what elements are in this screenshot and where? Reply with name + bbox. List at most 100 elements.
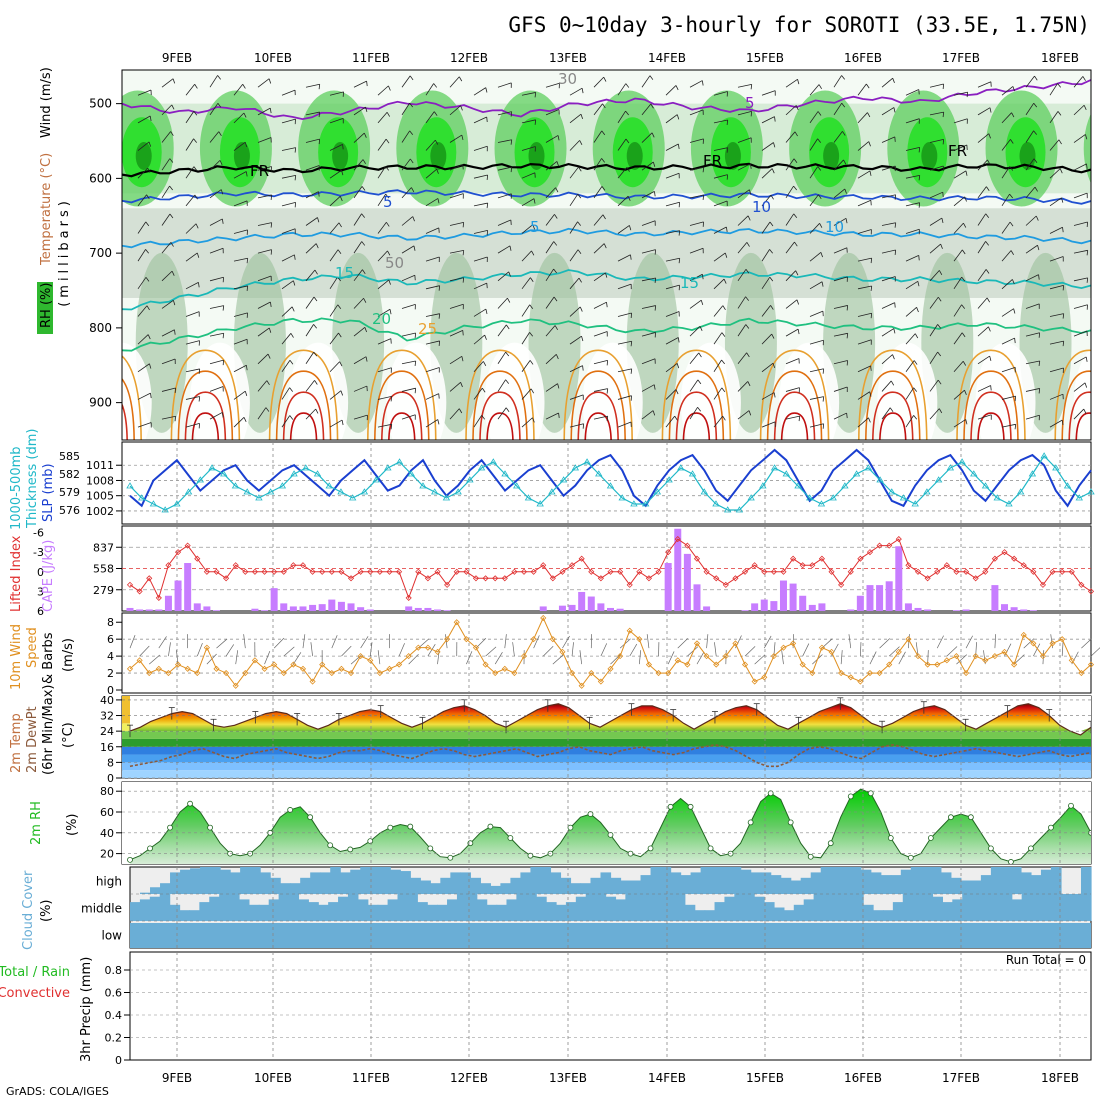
wind-barb [737, 215, 749, 226]
wind-speed-marker [155, 665, 162, 672]
cloud-cell [930, 867, 942, 894]
wind-speed-marker [866, 669, 874, 677]
wind-barb [305, 351, 315, 364]
wind-barb-flag [938, 408, 943, 414]
precip-tick-label: 0.8 [105, 964, 123, 977]
wind-barb [617, 83, 627, 96]
wind-barb [641, 75, 651, 88]
wind-barb [233, 417, 245, 428]
wind-barb-flag [338, 222, 342, 228]
wind-barb [257, 78, 270, 88]
wind-barb-flag [245, 365, 248, 371]
wind10m-barbs [129, 634, 1100, 665]
thickness-tick-label: 582 [59, 468, 80, 481]
wind-barb [713, 226, 727, 234]
wind-barb [593, 243, 605, 254]
wind-barb [449, 105, 461, 116]
cape-bar [558, 605, 566, 611]
wind-barb [977, 297, 988, 309]
surface-wind-barb [494, 651, 503, 665]
wind-barb [737, 324, 747, 337]
li-marker [665, 549, 672, 556]
wind-barb-flag [532, 417, 535, 423]
wind-barb-flag [674, 415, 678, 421]
cape-bar [587, 596, 595, 611]
wind-barb-flag [505, 379, 510, 384]
wind-barb [665, 114, 678, 124]
wind-barb-flag [1038, 274, 1040, 280]
wind-barb [857, 257, 872, 262]
wind-barb-flag [724, 252, 728, 258]
wind-barb [929, 111, 944, 116]
wind-barb-flag [843, 159, 847, 165]
wind-barb-flag [675, 85, 679, 91]
cape-bar [289, 606, 297, 611]
wind-barb [809, 84, 820, 96]
cape-bar [434, 609, 442, 611]
wind-speed-marker [1059, 636, 1066, 643]
temp-contour [122, 317, 1091, 352]
cape-label: CAPE (J/kg) [41, 540, 56, 612]
wind-barb-flag [773, 142, 776, 148]
wind-barb [857, 417, 869, 428]
wind-barb-flag [939, 270, 943, 275]
wind-barb [425, 393, 439, 400]
cloud-cell [1071, 894, 1082, 921]
wind-speed-marker [444, 636, 451, 643]
thickness-marker [360, 488, 369, 495]
wind10m-label: 10m Wind [9, 624, 24, 690]
contour-label: 25 [418, 320, 437, 338]
wind-barb-flag [555, 187, 559, 193]
wind-barb [1001, 221, 1011, 234]
wind-barb-flag [486, 116, 488, 123]
cloud-cell [952, 899, 963, 921]
wind-speed-marker [1030, 640, 1037, 647]
wind-barb-flag [1085, 134, 1088, 140]
wind-barb-flag [822, 368, 825, 374]
cloud-cells [130, 867, 1092, 948]
wind-barb-flag [889, 407, 894, 413]
cloud-cell [180, 869, 191, 894]
wind-barb [329, 222, 340, 234]
cloud-cell [460, 872, 471, 894]
surface-wind-barb [196, 642, 203, 657]
wind-barb [329, 390, 342, 400]
wind-barb [401, 274, 416, 282]
surface-wind-barb [504, 634, 507, 649]
cloud-cell [367, 904, 379, 921]
wind-barb [1073, 192, 1088, 199]
cloud-cell [400, 871, 411, 894]
wind-barb [857, 112, 868, 124]
wind-barb [521, 224, 534, 234]
wind-barb [569, 277, 580, 290]
wind-barb [593, 388, 608, 392]
wind-barb-flag [913, 360, 918, 365]
rh-marker [1028, 845, 1034, 852]
wind-speed-marker [607, 665, 614, 672]
wind-speed-marker [376, 669, 383, 677]
rh-blob [921, 141, 938, 170]
temp-contour [122, 227, 1091, 249]
top-date-label: 14FEB [648, 51, 686, 65]
top-date-label: 15FEB [746, 51, 784, 65]
surface-wind-barb [965, 635, 973, 649]
wind-barb [209, 276, 224, 282]
cape-bar [1020, 609, 1028, 611]
thickness-marker [899, 494, 908, 501]
warm-contour [563, 349, 633, 440]
wind-barb-flag [769, 221, 774, 227]
cloud-cell [210, 867, 221, 894]
wind-barb-flag [601, 130, 606, 136]
cape-bar [155, 609, 163, 611]
wind-barb [377, 279, 390, 290]
wind-barb-flag [195, 223, 199, 229]
wind-barb [809, 339, 824, 345]
thickness-series [129, 455, 1092, 511]
warm-contour [584, 412, 612, 440]
wind-barb [833, 332, 848, 337]
wind-barb-flag [1014, 424, 1017, 430]
wind-label: Wind (m/s) [39, 67, 54, 138]
rh-marker [967, 814, 974, 821]
wind-barb [545, 412, 559, 420]
wind-barb-flag [726, 226, 728, 233]
